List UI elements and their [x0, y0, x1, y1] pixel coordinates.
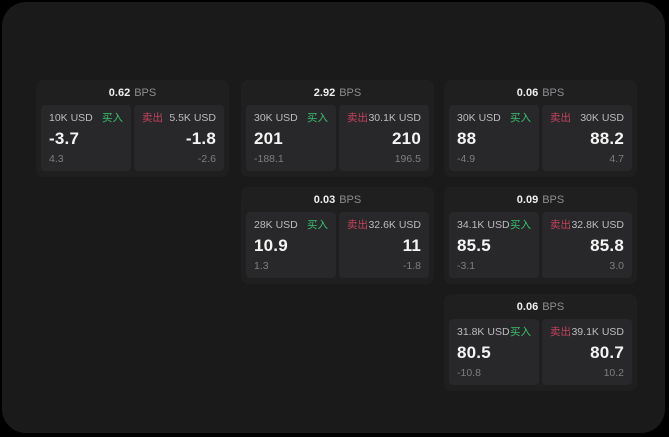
- sell-size-label: 39.1K USD: [571, 326, 624, 338]
- buy-button[interactable]: 买入: [510, 326, 531, 338]
- bps-value: 2.92: [313, 86, 336, 99]
- buy-size-label: 31.8K USD: [457, 326, 510, 338]
- buy-price: 88: [457, 129, 477, 148]
- quote-card: 0.09 BPS 34.1K USD 买入 85.5 -3.1 卖出 32.8K…: [444, 187, 637, 284]
- sell-price: 80.7: [590, 343, 624, 362]
- sell-size-label: 32.8K USD: [571, 219, 624, 231]
- buy-size-label: 28K USD: [254, 219, 298, 231]
- sell-panel[interactable]: 卖出 30K USD 88.2 4.7: [542, 105, 632, 171]
- app-window: 0.62 BPS 10K USD 买入 -3.7 4.3 卖出 5.5K USD…: [2, 2, 665, 433]
- sell-size-label: 30K USD: [580, 112, 624, 124]
- sell-size-label: 32.6K USD: [368, 219, 421, 231]
- sell-price: 11: [402, 236, 421, 255]
- quote-card: 0.06 BPS 31.8K USD 买入 80.5 -10.8 卖出 39.1…: [444, 294, 637, 391]
- buy-panel[interactable]: 31.8K USD 买入 80.5 -10.8: [449, 319, 539, 385]
- buy-price: 10.9: [254, 236, 288, 255]
- sell-sub-value: 10.2: [603, 367, 624, 379]
- sell-sub-value: 4.7: [609, 153, 624, 165]
- buy-button[interactable]: 买入: [307, 112, 328, 124]
- card-header: 0.62 BPS: [36, 80, 229, 105]
- buy-button[interactable]: 买入: [102, 112, 123, 124]
- sell-sub-value: 3.0: [609, 260, 624, 272]
- sell-button[interactable]: 卖出: [142, 112, 163, 124]
- buy-sub-value: 4.3: [49, 153, 64, 165]
- bps-unit: BPS: [542, 193, 565, 206]
- buy-price: -3.7: [49, 129, 80, 148]
- sell-price: 85.8: [590, 236, 624, 255]
- buy-size-label: 34.1K USD: [457, 219, 510, 231]
- buy-price: 80.5: [457, 343, 491, 362]
- bps-unit: BPS: [339, 86, 362, 99]
- quote-card: 0.06 BPS 30K USD 买入 88 -4.9 卖出 30K USD 8…: [444, 80, 637, 177]
- buy-price: 201: [254, 129, 283, 148]
- sell-button[interactable]: 卖出: [550, 326, 571, 338]
- bps-value: 0.09: [516, 193, 539, 206]
- buy-panel[interactable]: 30K USD 买入 201 -188.1: [246, 105, 336, 171]
- quote-card: 0.03 BPS 28K USD 买入 10.9 1.3 卖出 32.6K US…: [241, 187, 434, 284]
- sell-button[interactable]: 卖出: [347, 112, 368, 124]
- bps-value: 0.03: [313, 193, 336, 206]
- sell-price: 88.2: [590, 129, 624, 148]
- card-header: 2.92 BPS: [241, 80, 434, 105]
- sell-sub-value: -2.6: [197, 153, 216, 165]
- bps-unit: BPS: [134, 86, 157, 99]
- sell-price: 210: [392, 129, 421, 148]
- bps-value: 0.06: [516, 86, 539, 99]
- sell-panel[interactable]: 卖出 39.1K USD 80.7 10.2: [542, 319, 632, 385]
- sell-size-label: 5.5K USD: [169, 112, 216, 124]
- card-header: 0.09 BPS: [444, 187, 637, 212]
- sell-panel[interactable]: 卖出 30.1K USD 210 196.5: [339, 105, 429, 171]
- sell-panel[interactable]: 卖出 32.8K USD 85.8 3.0: [542, 212, 632, 278]
- sell-button[interactable]: 卖出: [347, 219, 368, 231]
- buy-panel[interactable]: 30K USD 买入 88 -4.9: [449, 105, 539, 171]
- quote-card: 2.92 BPS 30K USD 买入 201 -188.1 卖出 30.1K …: [241, 80, 434, 177]
- card-header: 0.03 BPS: [241, 187, 434, 212]
- buy-button[interactable]: 买入: [307, 219, 328, 231]
- sell-size-label: 30.1K USD: [368, 112, 421, 124]
- card-header: 0.06 BPS: [444, 80, 637, 105]
- sell-button[interactable]: 卖出: [550, 219, 571, 231]
- sell-button[interactable]: 卖出: [550, 112, 571, 124]
- buy-sub-value: 1.3: [254, 260, 269, 272]
- buy-button[interactable]: 买入: [510, 219, 531, 231]
- buy-price: 85.5: [457, 236, 491, 255]
- buy-sub-value: -3.1: [457, 260, 476, 272]
- buy-size-label: 30K USD: [457, 112, 501, 124]
- sell-sub-value: -1.8: [402, 260, 421, 272]
- bps-unit: BPS: [542, 86, 565, 99]
- sell-sub-value: 196.5: [394, 153, 421, 165]
- sell-panel[interactable]: 卖出 5.5K USD -1.8 -2.6: [134, 105, 224, 171]
- buy-panel[interactable]: 10K USD 买入 -3.7 4.3: [41, 105, 131, 171]
- quote-card: 0.62 BPS 10K USD 买入 -3.7 4.3 卖出 5.5K USD…: [36, 80, 229, 177]
- buy-panel[interactable]: 34.1K USD 买入 85.5 -3.1: [449, 212, 539, 278]
- bps-unit: BPS: [542, 300, 565, 313]
- sell-panel[interactable]: 卖出 32.6K USD 11 -1.8: [339, 212, 429, 278]
- buy-size-label: 30K USD: [254, 112, 298, 124]
- buy-size-label: 10K USD: [49, 112, 93, 124]
- bps-value: 0.06: [516, 300, 539, 313]
- bps-unit: BPS: [339, 193, 362, 206]
- card-header: 0.06 BPS: [444, 294, 637, 319]
- buy-sub-value: -4.9: [457, 153, 476, 165]
- buy-panel[interactable]: 28K USD 买入 10.9 1.3: [246, 212, 336, 278]
- buy-sub-value: -188.1: [254, 153, 284, 165]
- sell-price: -1.8: [185, 129, 216, 148]
- buy-button[interactable]: 买入: [510, 112, 531, 124]
- bps-value: 0.62: [108, 86, 131, 99]
- buy-sub-value: -10.8: [457, 367, 481, 379]
